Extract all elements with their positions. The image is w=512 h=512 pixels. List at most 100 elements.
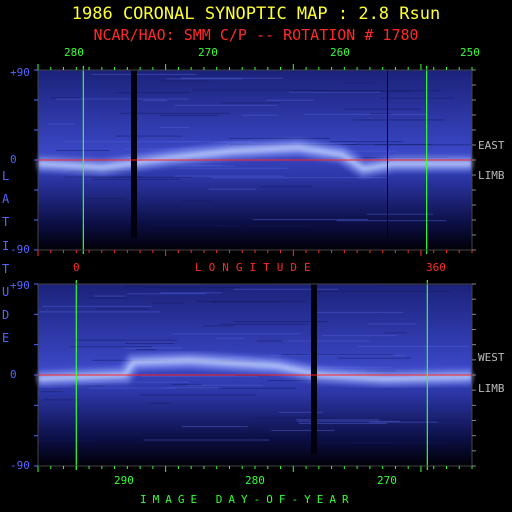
upper-map-streak <box>91 176 193 178</box>
longitude-tick-0: 0 <box>73 261 80 274</box>
east-label: EAST <box>478 139 505 152</box>
upper-map-streak <box>161 80 210 82</box>
latitude-axis-letter: A <box>2 192 10 207</box>
upper-map-streak <box>339 176 388 178</box>
lower-map-streak <box>69 346 152 348</box>
lower-map-streak <box>38 439 97 441</box>
west-label: WEST <box>478 351 505 364</box>
upper-map-streak <box>143 100 168 102</box>
lower-map-streak <box>39 311 161 313</box>
lower-map-streak <box>297 420 400 422</box>
lower-map-streak <box>42 305 152 307</box>
lower-map-streak <box>278 411 323 413</box>
lower-map-streak <box>215 337 245 339</box>
upper-map-streak <box>120 112 230 114</box>
lower-map-streak <box>181 426 248 428</box>
lower-map-streak <box>160 292 222 294</box>
upper-map-streak <box>50 97 81 99</box>
longitude-axis-label: LONGITUDE <box>195 261 318 274</box>
lower-map-streak <box>151 302 185 304</box>
lower-map-streak <box>270 354 407 356</box>
upper-map-streak <box>259 186 313 188</box>
upper-map-streak <box>304 113 428 115</box>
lower-map-streak <box>384 332 407 334</box>
lower-map-streak <box>267 380 347 382</box>
lower-map-streak <box>143 439 270 441</box>
upper-map-streak <box>221 102 280 104</box>
east-limb-label: LIMB <box>478 169 505 182</box>
lower-map-streak <box>149 402 173 404</box>
lower-map-streak <box>234 321 328 323</box>
lower-map-streak <box>251 417 337 419</box>
lower-map-streak <box>282 340 370 342</box>
upper-map-streak <box>213 141 244 143</box>
latitude-axis-letter: T <box>2 261 10 276</box>
lower-map-streak <box>94 295 126 297</box>
lower-map-streak <box>136 349 157 351</box>
lower-map-streak <box>219 323 308 325</box>
lower-map-streak <box>74 339 177 341</box>
bottom-tick-270: 270 <box>377 474 397 487</box>
lower-map-streak <box>202 325 234 327</box>
lower-map-streak <box>157 429 208 431</box>
lower-streamer-band <box>37 357 473 382</box>
lower-map-streak <box>358 345 469 347</box>
lower-map-streak <box>281 354 394 356</box>
lower-lat-tick-minus90: -90 <box>10 459 30 472</box>
lower-map-streak <box>348 442 396 444</box>
upper-lat-tick-minus90: -90 <box>10 243 30 256</box>
upper-map-streak <box>91 73 197 75</box>
upper-streamer-band <box>37 144 472 172</box>
upper-map-streak <box>294 143 356 145</box>
upper-lat-tick-plus90: +90 <box>10 66 30 79</box>
upper-map-streak <box>241 114 278 116</box>
lower-map-streak <box>140 375 258 377</box>
page-title: 1986 CORONAL SYNOPTIC MAP : 2.8 Rsun <box>71 4 441 24</box>
lower-map-streak <box>379 419 472 421</box>
lower-map-streak <box>125 343 175 345</box>
lower-map-streak <box>124 347 183 349</box>
upper-map-streak <box>373 144 472 146</box>
longitude-tick-360: 360 <box>426 261 446 274</box>
lower-data-gap <box>311 284 317 454</box>
upper-map-streak <box>266 99 315 101</box>
upper-map-streak <box>380 97 454 99</box>
upper-map-streak <box>115 135 183 137</box>
lower-map-streak <box>187 384 264 386</box>
lower-map-streak <box>43 399 79 401</box>
west-limb-label: LIMB <box>478 382 505 395</box>
upper-map-streak <box>55 98 189 100</box>
upper-map-streak <box>47 123 75 125</box>
upper-map-streak <box>99 204 162 206</box>
lower-map-streak <box>367 323 417 325</box>
upper-map-streak <box>166 78 243 80</box>
lower-map-streak <box>123 286 158 288</box>
lower-map-streak <box>377 284 472 286</box>
lower-map-streak <box>321 335 397 337</box>
lower-map-streak <box>96 308 150 310</box>
lower-map-streak <box>337 357 411 359</box>
upper-map-streak <box>370 113 391 115</box>
upper-map-streak <box>216 225 241 227</box>
lower-map-streak <box>127 293 207 295</box>
upper-lat-tick-0: 0 <box>10 153 17 166</box>
lower-map-streak <box>172 333 301 335</box>
upper-map-streak <box>249 225 310 227</box>
latitude-axis-letter: I <box>2 238 10 253</box>
lower-map-streak <box>72 385 104 387</box>
lower-map-streak <box>40 391 63 393</box>
lower-map-streak <box>298 422 388 424</box>
lower-map-streak <box>207 284 283 286</box>
upper-data-gap <box>131 70 137 238</box>
upper-map-streak <box>159 126 190 128</box>
lower-map-streak <box>87 297 126 299</box>
lower-lat-tick-plus90: +90 <box>10 279 30 292</box>
upper-map-streak <box>289 91 380 93</box>
lower-map-streak <box>87 381 190 383</box>
upper-map-streak <box>229 137 330 139</box>
lower-map-streak <box>311 291 451 293</box>
bottom-tick-290: 290 <box>114 474 134 487</box>
upper-map-streak <box>353 119 446 121</box>
upper-map-streak <box>174 104 277 106</box>
